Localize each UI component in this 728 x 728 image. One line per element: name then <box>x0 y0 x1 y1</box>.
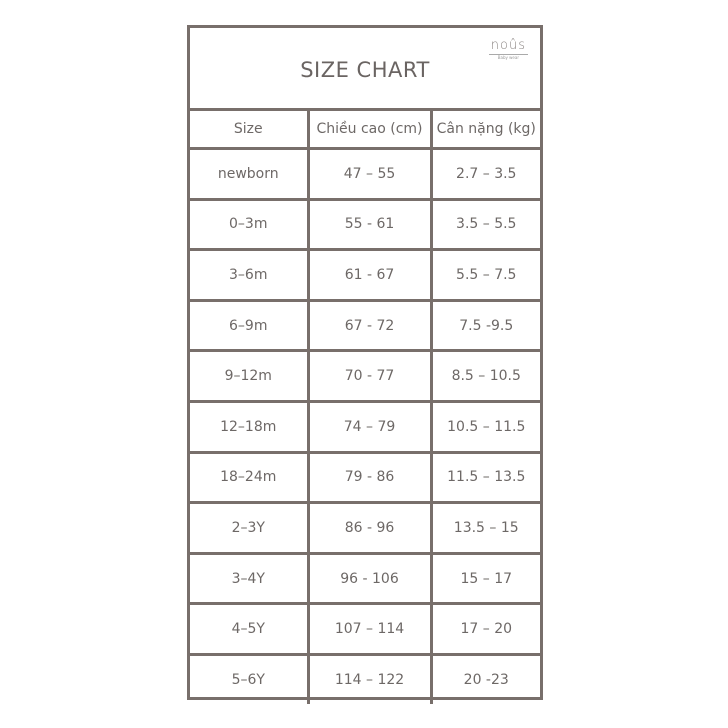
cell-weight: 2.7 – 3.5 <box>429 147 540 201</box>
table-row: 4–5Y 107 – 114 17 – 20 <box>190 602 540 656</box>
cell-size: 2–3Y <box>190 501 310 555</box>
cell-height: 67 - 72 <box>306 298 433 353</box>
cell-weight: 20 -23 <box>429 652 540 704</box>
table-row: 2–3Y 86 - 96 13.5 – 15 <box>190 501 540 555</box>
cell-height: 74 – 79 <box>306 399 433 454</box>
cell-height: 86 - 96 <box>306 501 433 555</box>
logo-tagline: Baby wear <box>497 55 519 60</box>
table-row: 12–18m 74 – 79 10.5 – 11.5 <box>190 399 540 454</box>
cell-weight: 13.5 – 15 <box>429 501 540 555</box>
cell-size: 3–6m <box>190 248 310 302</box>
cell-weight: 10.5 – 11.5 <box>429 399 540 454</box>
column-header-height: Chiều cao (cm) <box>306 111 433 150</box>
cell-size: 12–18m <box>190 399 310 454</box>
table-row: 3–4Y 96 - 106 15 – 17 <box>190 551 540 606</box>
size-table: Size Chiều cao (cm) Cân nặng (kg) newbor… <box>190 111 540 704</box>
chart-header: SIZE CHART noûs Baby wear <box>190 28 540 111</box>
size-chart: SIZE CHART noûs Baby wear Size Chiều cao… <box>187 25 543 704</box>
cell-height: 79 - 86 <box>306 450 433 505</box>
cell-height: 61 - 67 <box>306 248 433 302</box>
cell-size: 0–3m <box>190 197 310 252</box>
cell-weight: 7.5 -9.5 <box>429 298 540 353</box>
cell-weight: 3.5 – 5.5 <box>429 197 540 252</box>
cell-weight: 17 – 20 <box>429 602 540 656</box>
cell-weight: 8.5 – 10.5 <box>429 349 540 403</box>
cell-size: 9–12m <box>190 349 310 403</box>
table-row: 5–6Y 114 – 122 20 -23 <box>190 652 540 704</box>
table-row: 18–24m 79 - 86 11.5 – 13.5 <box>190 450 540 505</box>
cell-height: 114 – 122 <box>306 652 433 704</box>
logo-wordmark: noûs <box>488 38 528 55</box>
cell-weight: 11.5 – 13.5 <box>429 450 540 505</box>
table-row: 0–3m 55 - 61 3.5 – 5.5 <box>190 197 540 252</box>
cell-height: 55 - 61 <box>306 197 433 252</box>
table-row: newborn 47 – 55 2.7 – 3.5 <box>190 147 540 201</box>
cell-size: 3–4Y <box>190 551 310 606</box>
table-row: 9–12m 70 - 77 8.5 – 10.5 <box>190 349 540 403</box>
cell-weight: 5.5 – 7.5 <box>429 248 540 302</box>
cell-size: 6–9m <box>190 298 310 353</box>
column-header-weight: Cân nặng (kg) <box>429 111 540 150</box>
cell-height: 96 - 106 <box>306 551 433 606</box>
column-header-size: Size <box>190 111 310 150</box>
chart-title: SIZE CHART <box>300 58 430 82</box>
table-row: 6–9m 67 - 72 7.5 -9.5 <box>190 298 540 353</box>
cell-height: 107 – 114 <box>306 602 433 656</box>
cell-size: 5–6Y <box>190 652 310 704</box>
header-row: Size Chiều cao (cm) Cân nặng (kg) <box>190 111 540 150</box>
cell-height: 47 – 55 <box>306 147 433 201</box>
cell-size: newborn <box>190 147 310 201</box>
cell-weight: 15 – 17 <box>429 551 540 606</box>
cell-size: 18–24m <box>190 450 310 505</box>
cell-size: 4–5Y <box>190 602 310 656</box>
cell-height: 70 - 77 <box>306 349 433 403</box>
table-row: 3–6m 61 - 67 5.5 – 7.5 <box>190 248 540 302</box>
brand-logo: noûs Baby wear <box>488 38 528 60</box>
